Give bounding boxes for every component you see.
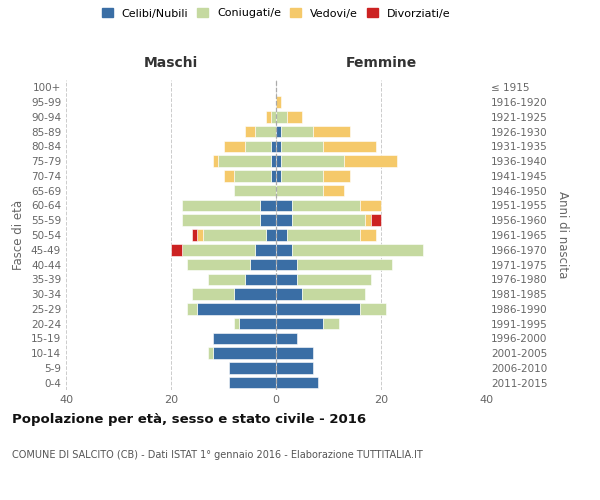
Bar xyxy=(192,229,197,241)
Bar xyxy=(182,244,255,256)
Bar xyxy=(276,96,281,108)
Bar xyxy=(281,156,344,167)
Bar xyxy=(208,274,245,285)
Text: Popolazione per età, sesso e stato civile - 2016: Popolazione per età, sesso e stato civil… xyxy=(12,412,366,426)
Bar xyxy=(297,274,371,285)
Bar xyxy=(313,126,349,138)
Bar xyxy=(271,111,276,122)
Bar xyxy=(276,156,281,167)
Bar xyxy=(265,229,276,241)
Bar xyxy=(276,111,287,122)
Bar xyxy=(292,214,365,226)
Bar xyxy=(271,156,276,167)
Bar xyxy=(287,229,360,241)
Bar xyxy=(276,303,360,314)
Bar xyxy=(234,170,271,181)
Bar xyxy=(187,303,197,314)
Text: Femmine: Femmine xyxy=(346,56,416,70)
Bar xyxy=(276,140,281,152)
Bar xyxy=(292,200,360,211)
Bar xyxy=(271,170,276,181)
Bar xyxy=(276,288,302,300)
Bar xyxy=(239,318,276,330)
Bar xyxy=(182,200,260,211)
Bar xyxy=(287,111,302,122)
Bar xyxy=(234,288,276,300)
Bar xyxy=(250,259,276,270)
Bar xyxy=(255,244,276,256)
Text: COMUNE DI SALCITO (CB) - Dati ISTAT 1° gennaio 2016 - Elaborazione TUTTITALIA.IT: COMUNE DI SALCITO (CB) - Dati ISTAT 1° g… xyxy=(12,450,423,460)
Bar xyxy=(265,111,271,122)
Bar xyxy=(234,318,239,330)
Bar xyxy=(260,214,276,226)
Bar xyxy=(260,200,276,211)
Bar xyxy=(276,244,292,256)
Bar xyxy=(187,259,250,270)
Bar xyxy=(276,126,281,138)
Bar xyxy=(245,274,276,285)
Bar xyxy=(276,362,313,374)
Y-axis label: Fasce di età: Fasce di età xyxy=(13,200,25,270)
Bar xyxy=(281,126,313,138)
Bar xyxy=(323,318,339,330)
Bar xyxy=(208,348,213,359)
Bar xyxy=(213,332,276,344)
Bar xyxy=(223,140,245,152)
Bar xyxy=(182,214,260,226)
Bar xyxy=(245,126,255,138)
Bar xyxy=(276,274,297,285)
Bar xyxy=(276,318,323,330)
Bar xyxy=(344,156,397,167)
Bar xyxy=(360,303,386,314)
Bar xyxy=(213,348,276,359)
Bar xyxy=(360,200,381,211)
Bar xyxy=(197,303,276,314)
Y-axis label: Anni di nascita: Anni di nascita xyxy=(556,192,569,278)
Bar xyxy=(297,259,392,270)
Bar xyxy=(323,170,349,181)
Bar xyxy=(281,140,323,152)
Bar xyxy=(255,126,276,138)
Bar xyxy=(365,214,371,226)
Bar xyxy=(276,332,297,344)
Text: Maschi: Maschi xyxy=(144,56,198,70)
Bar xyxy=(281,170,323,181)
Bar xyxy=(223,170,234,181)
Bar xyxy=(218,156,271,167)
Bar xyxy=(276,348,313,359)
Bar xyxy=(213,156,218,167)
Bar xyxy=(276,214,292,226)
Bar xyxy=(229,377,276,388)
Bar xyxy=(292,244,423,256)
Bar xyxy=(234,185,276,196)
Bar xyxy=(276,200,292,211)
Bar xyxy=(197,229,203,241)
Bar xyxy=(360,229,376,241)
Bar xyxy=(276,229,287,241)
Bar xyxy=(323,185,344,196)
Bar xyxy=(203,229,265,241)
Bar xyxy=(276,185,323,196)
Bar xyxy=(371,214,381,226)
Bar xyxy=(276,170,281,181)
Bar xyxy=(271,140,276,152)
Bar xyxy=(245,140,271,152)
Bar xyxy=(276,377,318,388)
Bar xyxy=(302,288,365,300)
Bar xyxy=(229,362,276,374)
Legend: Celibi/Nubili, Coniugati/e, Vedovi/e, Divorziati/e: Celibi/Nubili, Coniugati/e, Vedovi/e, Di… xyxy=(101,8,451,18)
Bar xyxy=(323,140,376,152)
Bar xyxy=(276,259,297,270)
Bar xyxy=(171,244,182,256)
Bar xyxy=(192,288,234,300)
